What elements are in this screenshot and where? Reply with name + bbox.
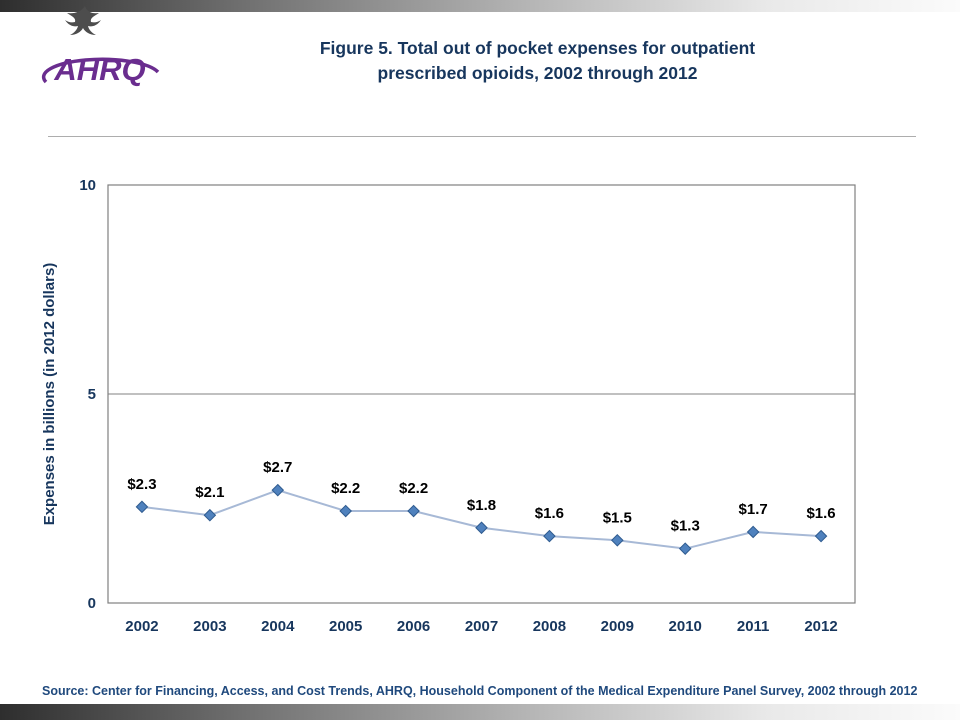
x-tick-label: 2008 <box>533 618 566 635</box>
ahrq-wordmark: AHRQ <box>41 52 160 87</box>
figure-title: Figure 5. Total out of pocket expenses f… <box>170 36 905 87</box>
x-tick-label: 2010 <box>669 618 702 635</box>
data-point-marker <box>271 483 285 497</box>
ahrq-logo-text: AHRQ <box>53 52 145 87</box>
data-point-marker <box>678 542 692 555</box>
data-point-label: $2.1 <box>195 484 224 501</box>
x-tick-label: 2009 <box>601 618 634 635</box>
x-tick-label: 2012 <box>804 618 837 635</box>
y-tick-label: 0 <box>88 595 96 612</box>
figure-title-line2: prescribed opioids, 2002 through 2012 <box>377 63 698 84</box>
data-point-label: $1.8 <box>467 497 496 514</box>
data-point-label: $2.3 <box>127 476 156 493</box>
x-tick-label: 2007 <box>465 618 498 635</box>
x-tick-label: 2002 <box>125 618 158 635</box>
x-tick-label: 2006 <box>397 618 430 635</box>
data-point-label: $2.2 <box>399 480 428 497</box>
data-point-marker <box>339 504 352 518</box>
data-point-marker <box>407 504 420 518</box>
header-divider <box>48 136 916 137</box>
plot-border <box>107 184 856 604</box>
top-gradient-bar <box>0 0 960 12</box>
data-point-label: $2.7 <box>263 459 292 476</box>
source-note: Source: Center for Financing, Access, an… <box>42 684 918 698</box>
ahrq-logo: AHRQ <box>38 2 168 104</box>
x-tick-label: 2004 <box>261 618 295 635</box>
x-tick-label: 2003 <box>193 618 226 635</box>
data-point-marker <box>203 508 217 522</box>
bottom-gradient-bar <box>0 704 960 720</box>
figure-title-line1: Figure 5. Total out of pocket expenses f… <box>319 38 756 58</box>
data-point-label: $1.7 <box>739 501 768 518</box>
y-tick-label: 5 <box>88 386 96 403</box>
data-point-label: $1.5 <box>603 509 632 526</box>
data-point-label: $1.3 <box>671 518 700 535</box>
y-axis-title: Expenses in billions (in 2012 dollars) <box>41 263 58 526</box>
data-point-marker <box>475 521 488 535</box>
data-point-label: $1.6 <box>535 505 564 522</box>
data-point-marker <box>746 525 760 539</box>
data-point-label: $1.6 <box>806 505 835 522</box>
data-point-marker <box>543 529 556 543</box>
data-point-marker <box>611 533 624 547</box>
data-point-marker <box>135 500 149 514</box>
data-point-label: $2.2 <box>331 480 360 497</box>
hhs-eagle-icon <box>65 6 101 35</box>
data-point-marker <box>814 529 828 543</box>
line-chart: 0 5 10 Expenses in billions (in 2012 dollar… <box>41 177 856 635</box>
y-tick-label: 10 <box>79 177 96 194</box>
x-tick-label: 2011 <box>737 618 770 635</box>
x-tick-label: 2005 <box>329 618 362 635</box>
